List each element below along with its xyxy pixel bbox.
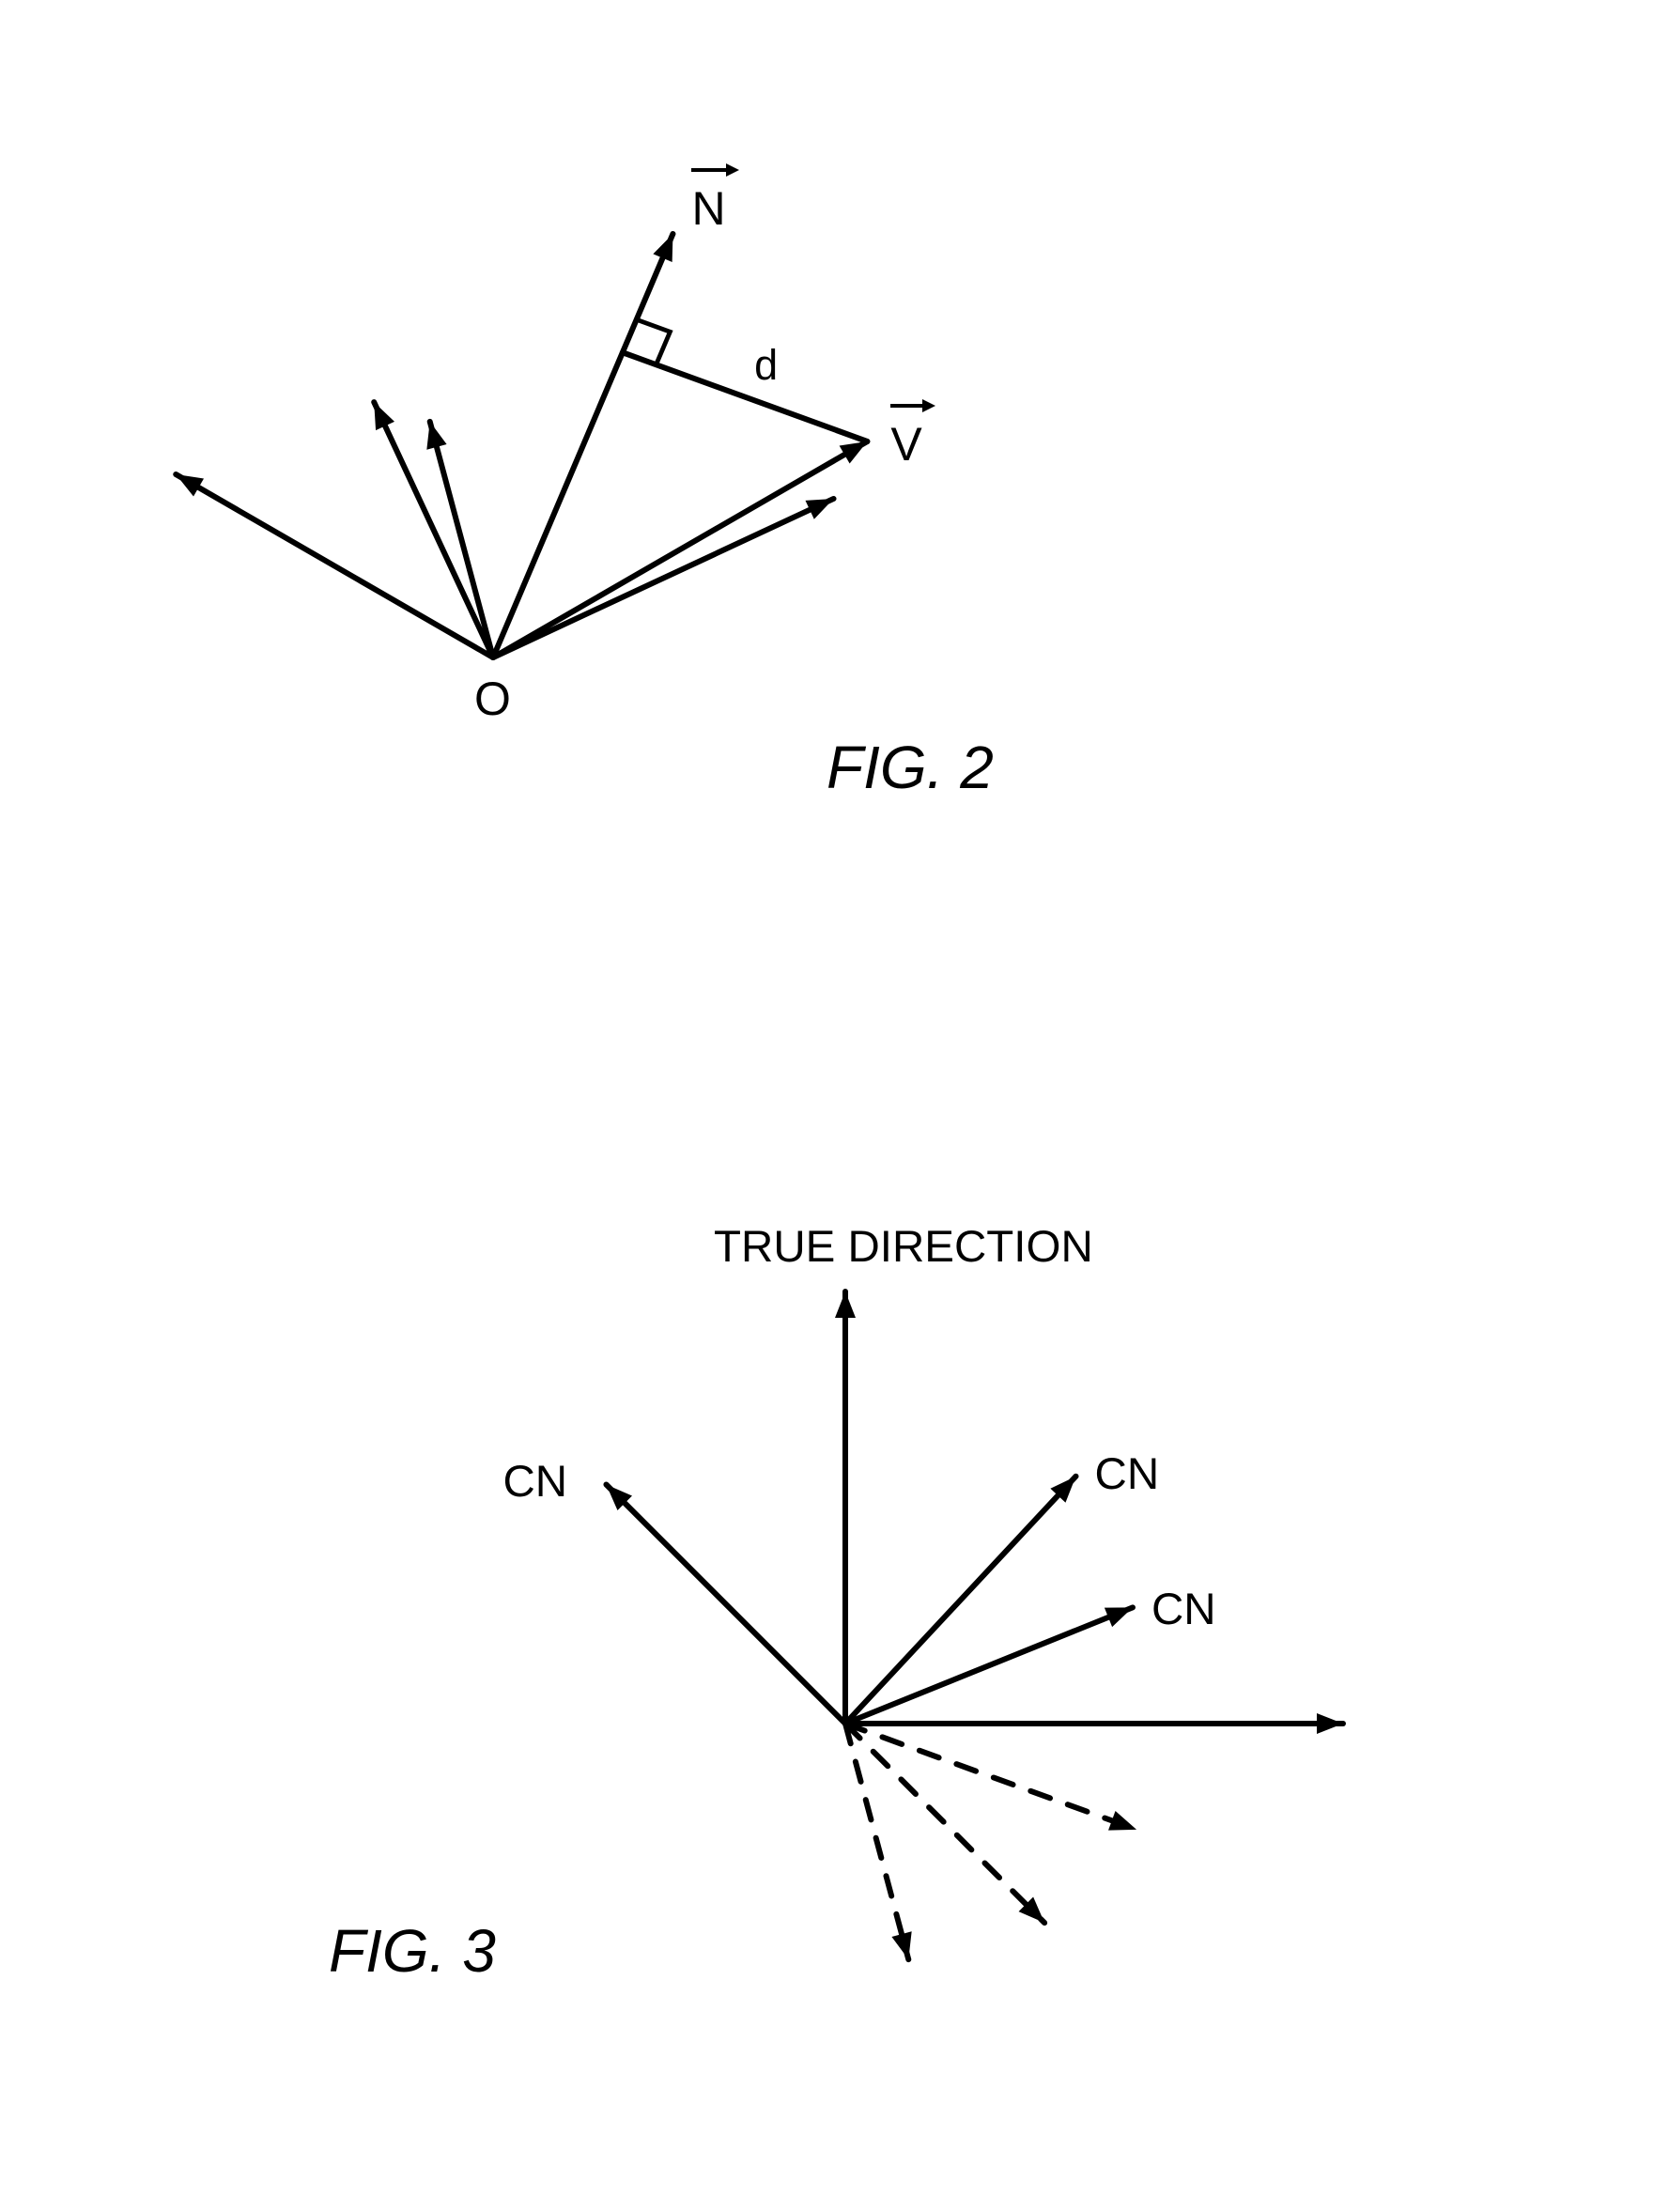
fig2-caption: FIG. 2: [827, 733, 994, 802]
fig2-V-label: V: [890, 404, 921, 472]
fig3-caption: FIG. 3: [329, 1916, 496, 1986]
fig3-title: TRUE DIRECTION: [714, 1221, 1093, 1273]
fig2-N-label: N: [691, 168, 725, 236]
fig2-origin-label: O: [474, 672, 511, 726]
fig3-CN-r1: CN: [1095, 1448, 1160, 1500]
fig2-d-label: d: [754, 341, 778, 390]
fig3-CN-r2: CN: [1151, 1584, 1216, 1635]
fig3-CN-left: CN: [502, 1456, 567, 1508]
